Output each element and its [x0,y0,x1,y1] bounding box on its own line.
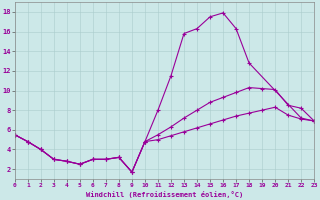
X-axis label: Windchill (Refroidissement éolien,°C): Windchill (Refroidissement éolien,°C) [86,191,243,198]
